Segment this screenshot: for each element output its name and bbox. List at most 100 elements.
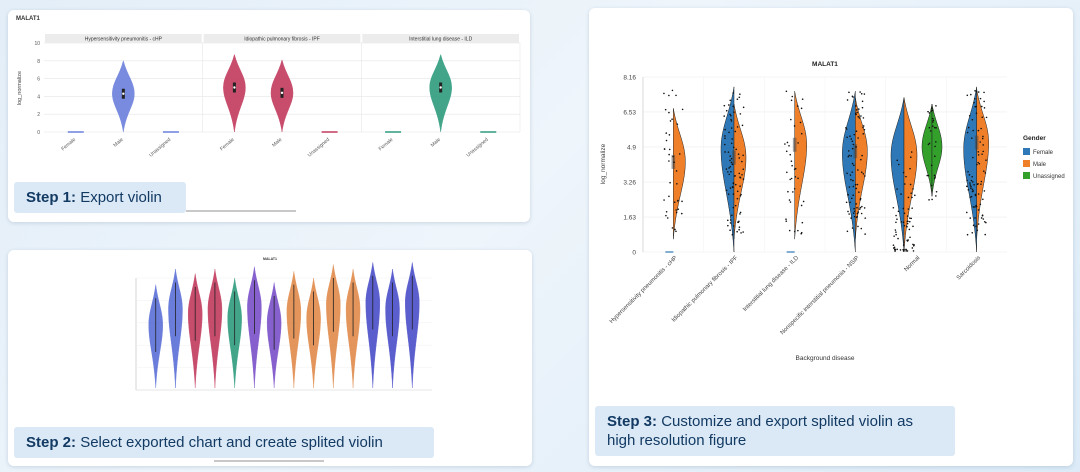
- data-point: [974, 217, 976, 219]
- data-point: [668, 153, 670, 156]
- data-point: [852, 185, 855, 188]
- data-point: [848, 154, 850, 157]
- data-point: [845, 127, 847, 129]
- data-point: [967, 189, 970, 191]
- data-point: [800, 107, 803, 110]
- data-point: [985, 159, 987, 161]
- facet-header: [203, 34, 361, 43]
- data-point: [739, 194, 742, 197]
- data-point: [928, 126, 931, 129]
- data-point: [848, 186, 851, 188]
- data-point: [740, 193, 742, 196]
- data-point: [972, 156, 974, 159]
- data-point: [908, 228, 911, 231]
- data-point: [851, 95, 854, 98]
- data-point: [934, 155, 936, 158]
- data-point: [850, 178, 852, 181]
- y-tick-label: 0: [37, 130, 40, 136]
- step1-panel: MALAT1 log_normalize 0 2 4 6 8 10 Hypersensitivi…: [8, 10, 530, 222]
- data-point: [863, 128, 866, 131]
- data-point: [859, 91, 861, 93]
- data-point: [739, 185, 741, 187]
- data-point: [730, 142, 733, 145]
- data-point: [793, 125, 796, 127]
- data-point: [669, 181, 671, 184]
- violin-half-female: [963, 86, 977, 253]
- data-point: [800, 231, 803, 234]
- data-point: [674, 228, 676, 231]
- data-point: [856, 212, 859, 215]
- data-point: [897, 210, 900, 213]
- data-point: [789, 153, 792, 156]
- data-point: [909, 217, 911, 219]
- data-point: [906, 250, 909, 252]
- data-point: [733, 111, 735, 113]
- legend-entry: Female: [1033, 150, 1054, 156]
- data-point: [984, 172, 987, 174]
- data-point: [737, 153, 740, 155]
- data-point: [853, 133, 856, 136]
- data-point: [725, 109, 728, 112]
- horizontal-scrollbar[interactable]: [186, 210, 296, 212]
- data-point: [983, 100, 985, 103]
- data-point: [846, 172, 848, 175]
- data-point: [858, 208, 861, 210]
- y-tick-label: 2: [37, 112, 40, 118]
- data-point: [931, 125, 934, 128]
- data-point: [902, 207, 905, 210]
- data-point: [730, 127, 733, 129]
- data-point: [739, 176, 741, 178]
- data-point: [796, 105, 799, 107]
- data-point: [730, 118, 732, 121]
- data-point: [739, 211, 742, 214]
- data-point: [902, 171, 905, 174]
- facet-header: [362, 34, 519, 43]
- data-point: [860, 158, 862, 161]
- y-tick-label: 4: [37, 94, 40, 100]
- data-point: [931, 198, 933, 201]
- data-point: [973, 97, 976, 100]
- horizontal-scrollbar[interactable]: [214, 460, 324, 462]
- data-point: [861, 100, 864, 103]
- data-point: [847, 150, 850, 152]
- data-point: [856, 183, 859, 186]
- data-point: [675, 170, 678, 172]
- data-point: [790, 177, 793, 180]
- violin-half-unassigned: [921, 103, 933, 197]
- y-tick-label: 0: [632, 250, 636, 257]
- data-point: [976, 229, 979, 232]
- data-point: [864, 233, 866, 235]
- data-point: [724, 135, 726, 137]
- data-point: [847, 194, 849, 196]
- data-point: [797, 229, 799, 232]
- data-point: [862, 172, 865, 175]
- data-point: [977, 129, 980, 132]
- data-point: [671, 118, 673, 120]
- data-point: [968, 114, 971, 117]
- data-point: [910, 217, 913, 220]
- data-point: [973, 183, 975, 186]
- data-point: [680, 212, 683, 215]
- data-point: [732, 225, 735, 227]
- data-point: [983, 91, 985, 94]
- data-point: [970, 185, 972, 188]
- facet-header: [45, 34, 202, 43]
- data-point: [729, 99, 732, 102]
- violin-half-female: [842, 91, 856, 253]
- data-point: [785, 90, 788, 93]
- data-point: [903, 212, 906, 215]
- chart-title: MALAT1: [263, 257, 277, 261]
- data-point: [675, 94, 677, 97]
- data-point: [970, 195, 973, 198]
- data-point: [741, 173, 743, 176]
- data-point: [731, 163, 734, 166]
- y-axis-label: log_normalize: [17, 71, 23, 105]
- data-point: [729, 113, 731, 116]
- data-point: [727, 193, 730, 195]
- data-point: [665, 132, 668, 134]
- data-point: [912, 243, 914, 246]
- data-point: [896, 159, 899, 162]
- legend-swatch: [1023, 160, 1030, 167]
- data-point: [977, 151, 980, 153]
- data-point: [739, 93, 741, 95]
